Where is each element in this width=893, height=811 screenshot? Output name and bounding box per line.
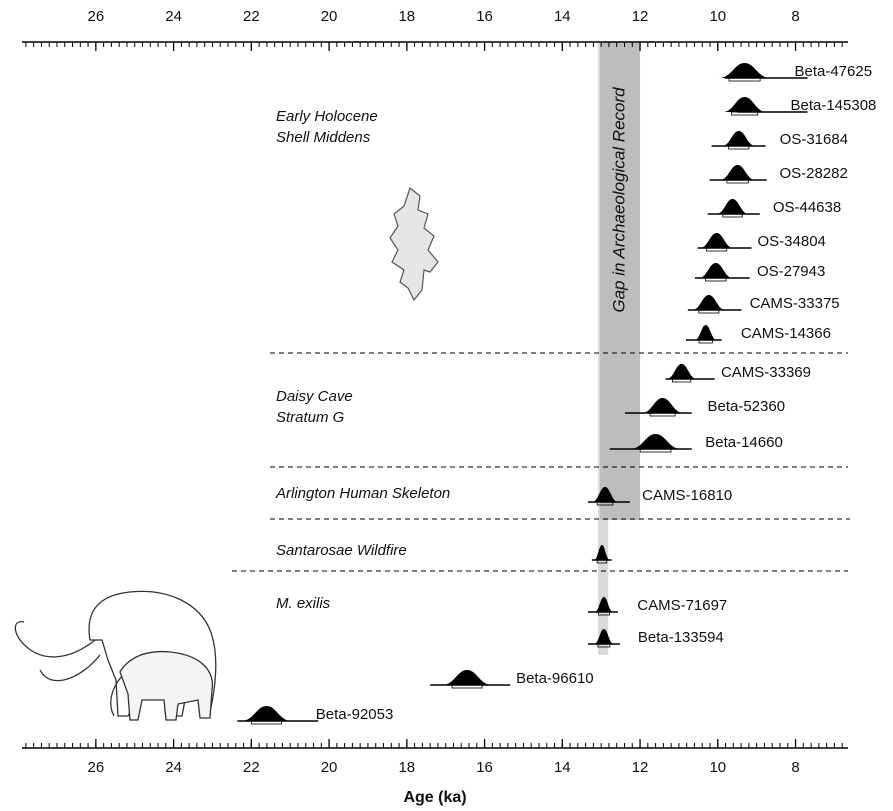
group-label: M. exilis xyxy=(276,595,331,612)
sample-label: OS-31684 xyxy=(780,131,848,148)
range-box xyxy=(597,643,611,648)
sample-label: Beta-133594 xyxy=(638,629,724,646)
sample-label: CAMS-71697 xyxy=(637,597,727,614)
x-tick-label: 12 xyxy=(632,8,649,25)
x-tick-label: 12 xyxy=(632,759,649,776)
probability-peak xyxy=(722,97,767,112)
x-tick-label: 20 xyxy=(321,8,338,25)
x-tick-label: 8 xyxy=(791,8,799,25)
group-label: Daisy Cave xyxy=(276,388,353,405)
range-box xyxy=(596,501,614,506)
x-tick-label: 20 xyxy=(321,759,338,776)
x-tick-label: 22 xyxy=(243,759,260,776)
x-tick-label: 18 xyxy=(398,8,415,25)
group-label: Stratum G xyxy=(276,409,345,426)
range-box xyxy=(731,111,759,116)
range-box xyxy=(706,247,728,252)
mammoth-illustration xyxy=(14,590,217,721)
sample-label: Beta-52360 xyxy=(707,398,785,415)
x-tick-label: 10 xyxy=(709,759,726,776)
x-tick-label: 16 xyxy=(476,759,493,776)
x-tick-label: 24 xyxy=(165,8,182,25)
probability-peak xyxy=(593,629,614,644)
probability-peak xyxy=(694,325,717,340)
range-box xyxy=(649,412,676,417)
x-tick-label: 18 xyxy=(398,759,415,776)
probability-peak xyxy=(719,165,756,180)
x-tick-label: 8 xyxy=(791,759,799,776)
sample-label: Beta-47625 xyxy=(794,63,872,80)
probability-peak xyxy=(666,364,697,379)
x-tick-label: 14 xyxy=(554,759,571,776)
group-label: Shell Middens xyxy=(276,129,371,146)
group-label: Arlington Human Skeleton xyxy=(275,485,450,502)
x-tick-label: 26 xyxy=(88,759,105,776)
group-label: Early Holocene xyxy=(276,108,378,125)
range-box xyxy=(451,684,483,689)
sample-label: Beta-14660 xyxy=(705,434,783,451)
sample-label: OS-28282 xyxy=(779,165,847,182)
range-box xyxy=(596,559,608,564)
probability-peak xyxy=(591,487,619,502)
x-axis-title: Age (ka) xyxy=(403,789,466,806)
sample-label: OS-34804 xyxy=(758,233,826,250)
x-tick-label: 26 xyxy=(88,8,105,25)
projectile-point-illustration xyxy=(389,186,439,302)
sample-label: CAMS-16810 xyxy=(642,487,732,504)
range-box xyxy=(597,611,610,616)
probability-peak xyxy=(718,63,771,78)
gap-band xyxy=(600,42,641,520)
probability-peak xyxy=(594,597,614,612)
probability-peak xyxy=(721,131,756,146)
range-box xyxy=(728,145,750,150)
sample-label: OS-27943 xyxy=(757,263,825,280)
sample-label: Beta-96610 xyxy=(516,670,594,687)
probability-peak xyxy=(629,434,682,449)
range-box xyxy=(726,179,749,184)
x-tick-label: 24 xyxy=(165,759,182,776)
range-box xyxy=(250,720,283,725)
probability-peak xyxy=(641,398,684,413)
range-box xyxy=(722,213,743,218)
probability-peak xyxy=(593,545,610,560)
x-tick-label: 16 xyxy=(476,8,493,25)
probability-peak xyxy=(699,233,734,248)
sample-label: CAMS-14366 xyxy=(741,325,831,342)
group-label: Santarosae Wildfire xyxy=(276,542,407,559)
x-tick-label: 10 xyxy=(709,8,726,25)
x-tick-label: 22 xyxy=(243,8,260,25)
range-box xyxy=(639,448,672,453)
probability-peak xyxy=(241,706,292,721)
sample-label: Beta-145308 xyxy=(790,97,876,114)
range-box xyxy=(698,309,720,314)
probability-peak xyxy=(698,263,733,278)
range-box xyxy=(672,378,692,383)
sample-label: CAMS-33375 xyxy=(750,295,840,312)
probability-peak xyxy=(692,295,726,310)
x-tick-label: 14 xyxy=(554,8,571,25)
sample-label: CAMS-33369 xyxy=(721,364,811,381)
range-box xyxy=(728,77,761,82)
gap-label: Gap in Archaeological Record xyxy=(610,87,629,313)
range-box xyxy=(698,339,713,344)
sample-label: OS-44638 xyxy=(773,199,841,216)
range-box xyxy=(705,277,727,282)
sample-label: Beta-92053 xyxy=(316,706,394,723)
probability-peak xyxy=(716,199,749,214)
probability-peak xyxy=(442,670,493,685)
